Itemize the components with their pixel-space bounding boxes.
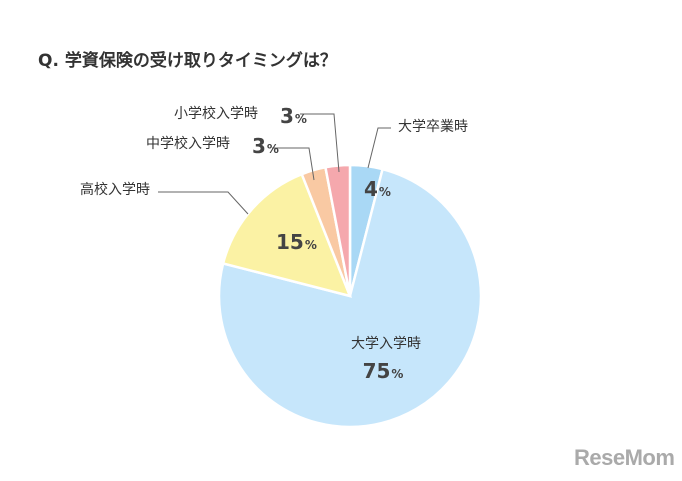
leader-line-2 bbox=[158, 191, 249, 215]
leader-line-4 bbox=[300, 113, 340, 173]
slice-label-1: 大学入学時 bbox=[351, 336, 421, 352]
brand-logo: ReseMom bbox=[574, 445, 675, 470]
slice-label-0: 大学卒業時 bbox=[398, 119, 468, 135]
slice-value-3: 3% bbox=[252, 134, 279, 158]
pie-slice-2 bbox=[221, 172, 353, 298]
slice-value-4: 3% bbox=[280, 104, 307, 128]
slice-label-4: 小学校入学時 bbox=[174, 105, 258, 122]
pie-slice-4 bbox=[323, 163, 352, 297]
leader-line-3 bbox=[272, 147, 315, 181]
slice-value-1: 75% bbox=[363, 359, 404, 383]
slice-label-2: 高校入学時 bbox=[80, 181, 150, 198]
slice-label-3: 中学校入学時 bbox=[146, 135, 230, 152]
leader-line-0 bbox=[367, 127, 391, 169]
pie-slice-1 bbox=[217, 167, 483, 429]
chart-title: Q. 学資保険の受け取りタイミングは？ bbox=[38, 51, 337, 71]
slice-value-2: 15% bbox=[276, 230, 317, 254]
slice-value-0: 4% bbox=[364, 177, 391, 201]
